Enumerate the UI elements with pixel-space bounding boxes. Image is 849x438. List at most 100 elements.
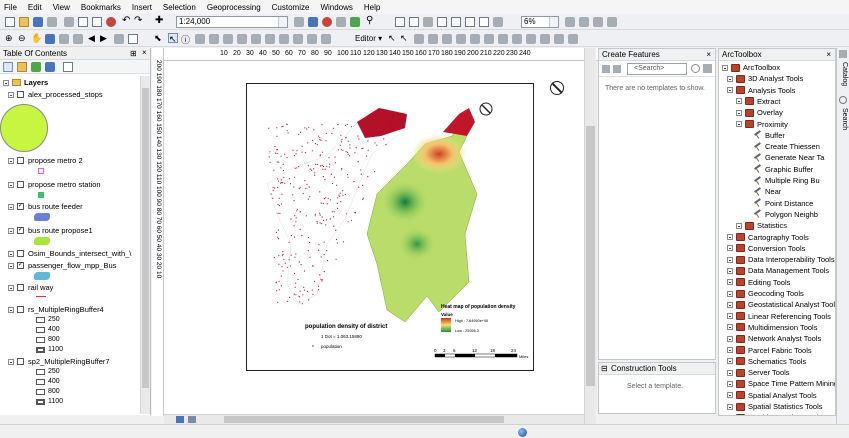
model-builder-icon[interactable] (350, 17, 360, 27)
cut-polygons-icon[interactable] (498, 34, 508, 44)
rotate-icon[interactable] (526, 34, 536, 44)
expand-icon[interactable] (727, 75, 733, 82)
menu-customize[interactable]: Customize (271, 2, 310, 12)
expand-icon[interactable] (727, 234, 733, 240)
data-driven-pages-icon[interactable] (607, 17, 617, 27)
menu-geoprocessing[interactable]: Geoprocessing (206, 2, 261, 12)
html-popup-icon[interactable] (265, 34, 275, 44)
catalog-tab-icon[interactable] (839, 50, 847, 58)
toggle-draft-icon[interactable] (565, 17, 575, 27)
tool-item[interactable]: Buffer (753, 131, 785, 140)
sketch-properties-icon[interactable] (554, 34, 564, 44)
zoom-out-page-icon[interactable] (409, 17, 419, 27)
straight-segment-icon[interactable] (414, 34, 424, 44)
copy-icon[interactable] (78, 17, 88, 27)
organize-templates-icon[interactable] (602, 65, 610, 73)
edit-tool-icon[interactable]: ↖ (388, 33, 396, 43)
zoom-in-page-icon[interactable] (395, 17, 405, 27)
forward-extent-icon[interactable]: ▶ (100, 33, 107, 43)
change-layout-icon[interactable] (593, 17, 603, 27)
search-tab-icon[interactable] (839, 96, 847, 104)
expand-icon[interactable] (736, 109, 742, 116)
menu-bookmarks[interactable]: Bookmarks (80, 2, 121, 12)
layer-row[interactable]: propose metro station (8, 180, 101, 189)
layer-row[interactable]: sp2_MultipleRingBuffer7 (8, 357, 110, 366)
search-icon[interactable] (691, 64, 700, 73)
layer-checkbox[interactable]: ✓ (17, 227, 24, 234)
toolbox-item[interactable]: Analysis Tools (727, 86, 795, 95)
edit-vertices-icon[interactable] (470, 34, 480, 44)
menu-view[interactable]: View (52, 2, 70, 12)
panel-close-icon[interactable]: × (706, 50, 711, 59)
layer-checkbox[interactable]: ✓ (17, 203, 24, 210)
point-icon[interactable] (456, 34, 466, 44)
search-tab[interactable]: Search (841, 108, 848, 131)
toolbox-item[interactable]: Geocoding Tools (727, 289, 804, 298)
layout-v-thumb[interactable] (586, 126, 595, 386)
select-elements-icon[interactable]: ⬉ (154, 33, 162, 43)
layer-row[interactable]: propose metro 2 (8, 156, 83, 165)
tool-item[interactable]: Create Thiessen (753, 142, 820, 151)
layer-checkbox[interactable] (17, 181, 24, 188)
layer-checkbox[interactable] (17, 250, 24, 257)
find-route-icon[interactable] (209, 34, 219, 44)
edit-annotation-icon[interactable]: ↖ (400, 33, 408, 43)
toolbox-item[interactable]: Proximity (736, 120, 788, 129)
layer-row[interactable]: ✓ bus route feeder (8, 202, 83, 211)
tool-item[interactable]: Multiple Ring Bu (753, 176, 820, 185)
collapse-icon[interactable] (3, 79, 9, 86)
menu-file[interactable]: File (4, 2, 17, 12)
toolbox-item[interactable]: Geostatistical Analyst Tools (727, 300, 835, 309)
back-extent-icon[interactable]: ◀ (88, 33, 95, 43)
fixed-zoom-out2-icon[interactable] (73, 34, 83, 44)
flicker-icon[interactable] (321, 34, 331, 44)
editor-menu[interactable]: Editor ▾ (355, 34, 383, 43)
layout-h-thumb[interactable] (224, 416, 504, 423)
swipe-icon[interactable] (307, 34, 317, 44)
time-slider-icon[interactable] (279, 34, 289, 44)
toolbox-item[interactable]: Extract (736, 97, 780, 106)
filter-icon[interactable] (613, 65, 621, 73)
expand-icon[interactable] (727, 245, 733, 252)
toolbox-item[interactable]: Linear Referencing Tools (727, 312, 831, 321)
toolbox-item[interactable]: Tracking Analyst Tools (727, 413, 822, 415)
layers-group[interactable]: Layers (3, 78, 48, 87)
list-by-source-icon[interactable] (17, 62, 27, 72)
expand-icon[interactable] (727, 301, 733, 308)
expand-icon[interactable] (722, 64, 728, 71)
zoom-whole-page-icon[interactable] (437, 17, 447, 27)
layer-checkbox[interactable] (17, 91, 24, 98)
layer-row[interactable]: ✓ bus route propose1 (8, 226, 93, 235)
toolbox-item[interactable]: ArcToolbox (722, 63, 780, 72)
fixed-zoom-out-icon[interactable] (479, 17, 489, 27)
create-features-icon[interactable] (568, 34, 578, 44)
scale-combo[interactable]: 1:24,000 (176, 16, 288, 28)
north-arrow-icon[interactable] (550, 81, 564, 95)
toolbox-item[interactable]: Data Interoperability Tools (727, 255, 835, 264)
expand-icon[interactable] (727, 335, 733, 342)
open-folder-icon[interactable] (19, 17, 29, 27)
expand-icon[interactable] (727, 87, 733, 94)
tool-item[interactable]: Near (753, 187, 781, 196)
fixed-zoom-icon[interactable] (59, 34, 69, 44)
construction-tools-header[interactable]: ⊟ Construction Tools (599, 363, 715, 375)
save-icon[interactable] (33, 17, 43, 27)
expand-icon[interactable] (727, 313, 733, 320)
toolbox-item[interactable]: Data Management Tools (727, 266, 829, 275)
menu-selection[interactable]: Selection (162, 2, 196, 12)
layer-row[interactable]: Osim_Bounds_intersect_with_\ (8, 249, 131, 258)
zoom-in-icon[interactable]: ⊕ (5, 33, 13, 43)
create-viewer-icon[interactable] (293, 34, 303, 44)
toolbox-item[interactable]: Editing Tools (727, 278, 790, 287)
expand-icon[interactable] (727, 267, 733, 274)
layer-checkbox[interactable] (17, 157, 24, 164)
pointer-icon[interactable]: ↖ (168, 33, 178, 44)
expand-icon[interactable] (736, 121, 742, 127)
pan-page-icon[interactable] (423, 17, 433, 27)
toc-pin-icon[interactable]: ⊞ (130, 49, 137, 58)
layer-row[interactable]: alex_processed_stops (8, 90, 103, 99)
zoom-100-icon[interactable] (451, 17, 461, 27)
layer-checkbox[interactable] (17, 358, 24, 365)
toc-options-icon[interactable] (63, 62, 73, 72)
list-by-drawing-order-icon[interactable] (3, 62, 13, 72)
